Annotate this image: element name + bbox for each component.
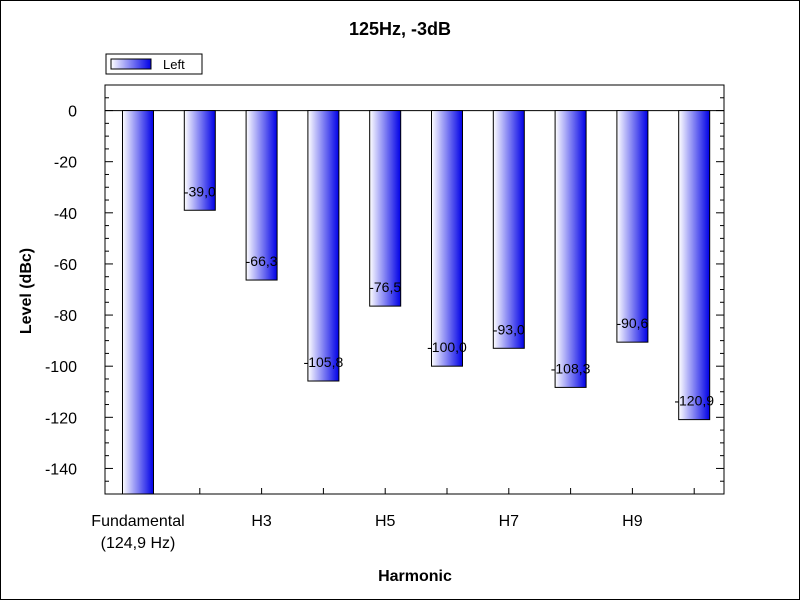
data-label: -66,3 [246,253,278,269]
x-tick-label: H3 [251,513,272,530]
legend-label-left: Left [163,57,185,72]
legend-swatch [110,58,152,70]
y-tick-label: -120 [45,410,77,427]
data-label: -76,5 [369,279,401,295]
y-tick-label: -20 [54,155,77,172]
y-tick-label: -140 [45,461,77,478]
bar [369,110,402,307]
y-tick-label: 0 [68,104,77,121]
x-tick-label: Fundamental [91,513,184,530]
bar [245,110,278,281]
y-tick-label: -60 [54,257,77,274]
x-tick-label: H7 [499,513,520,530]
bar [122,110,154,495]
bar [492,110,525,349]
chart-title: 125Hz, -3dB [349,19,451,39]
data-label: -108,3 [551,360,591,376]
y-tick-label: -80 [54,308,77,325]
data-label: -90,6 [616,315,648,331]
y-tick-label: -40 [54,206,77,223]
bar [307,110,340,382]
bar [183,110,216,211]
data-label: -120,9 [674,393,714,409]
data-label: -105,8 [304,354,344,370]
bar [431,110,463,367]
legend: Left [105,53,203,75]
x-axis-title: Harmonic [378,568,452,585]
bar [616,110,649,343]
data-label: -39,0 [184,183,216,199]
x-tick-label: H5 [375,513,396,530]
plot-area: 0 -20 -40 -60 -80 -100 -120 -140 -39,0 -66,3 -105,… [45,84,725,552]
data-label: -93,0 [493,321,525,337]
data-label: -100,0 [427,339,467,355]
x-tick-label: H9 [622,513,643,530]
y-axis-title: Level (dBc) [18,248,35,334]
y-tick-label: -100 [45,359,77,376]
bar [678,110,711,421]
bar [554,110,587,388]
x-tick-label: (124,9 Hz) [101,535,176,552]
